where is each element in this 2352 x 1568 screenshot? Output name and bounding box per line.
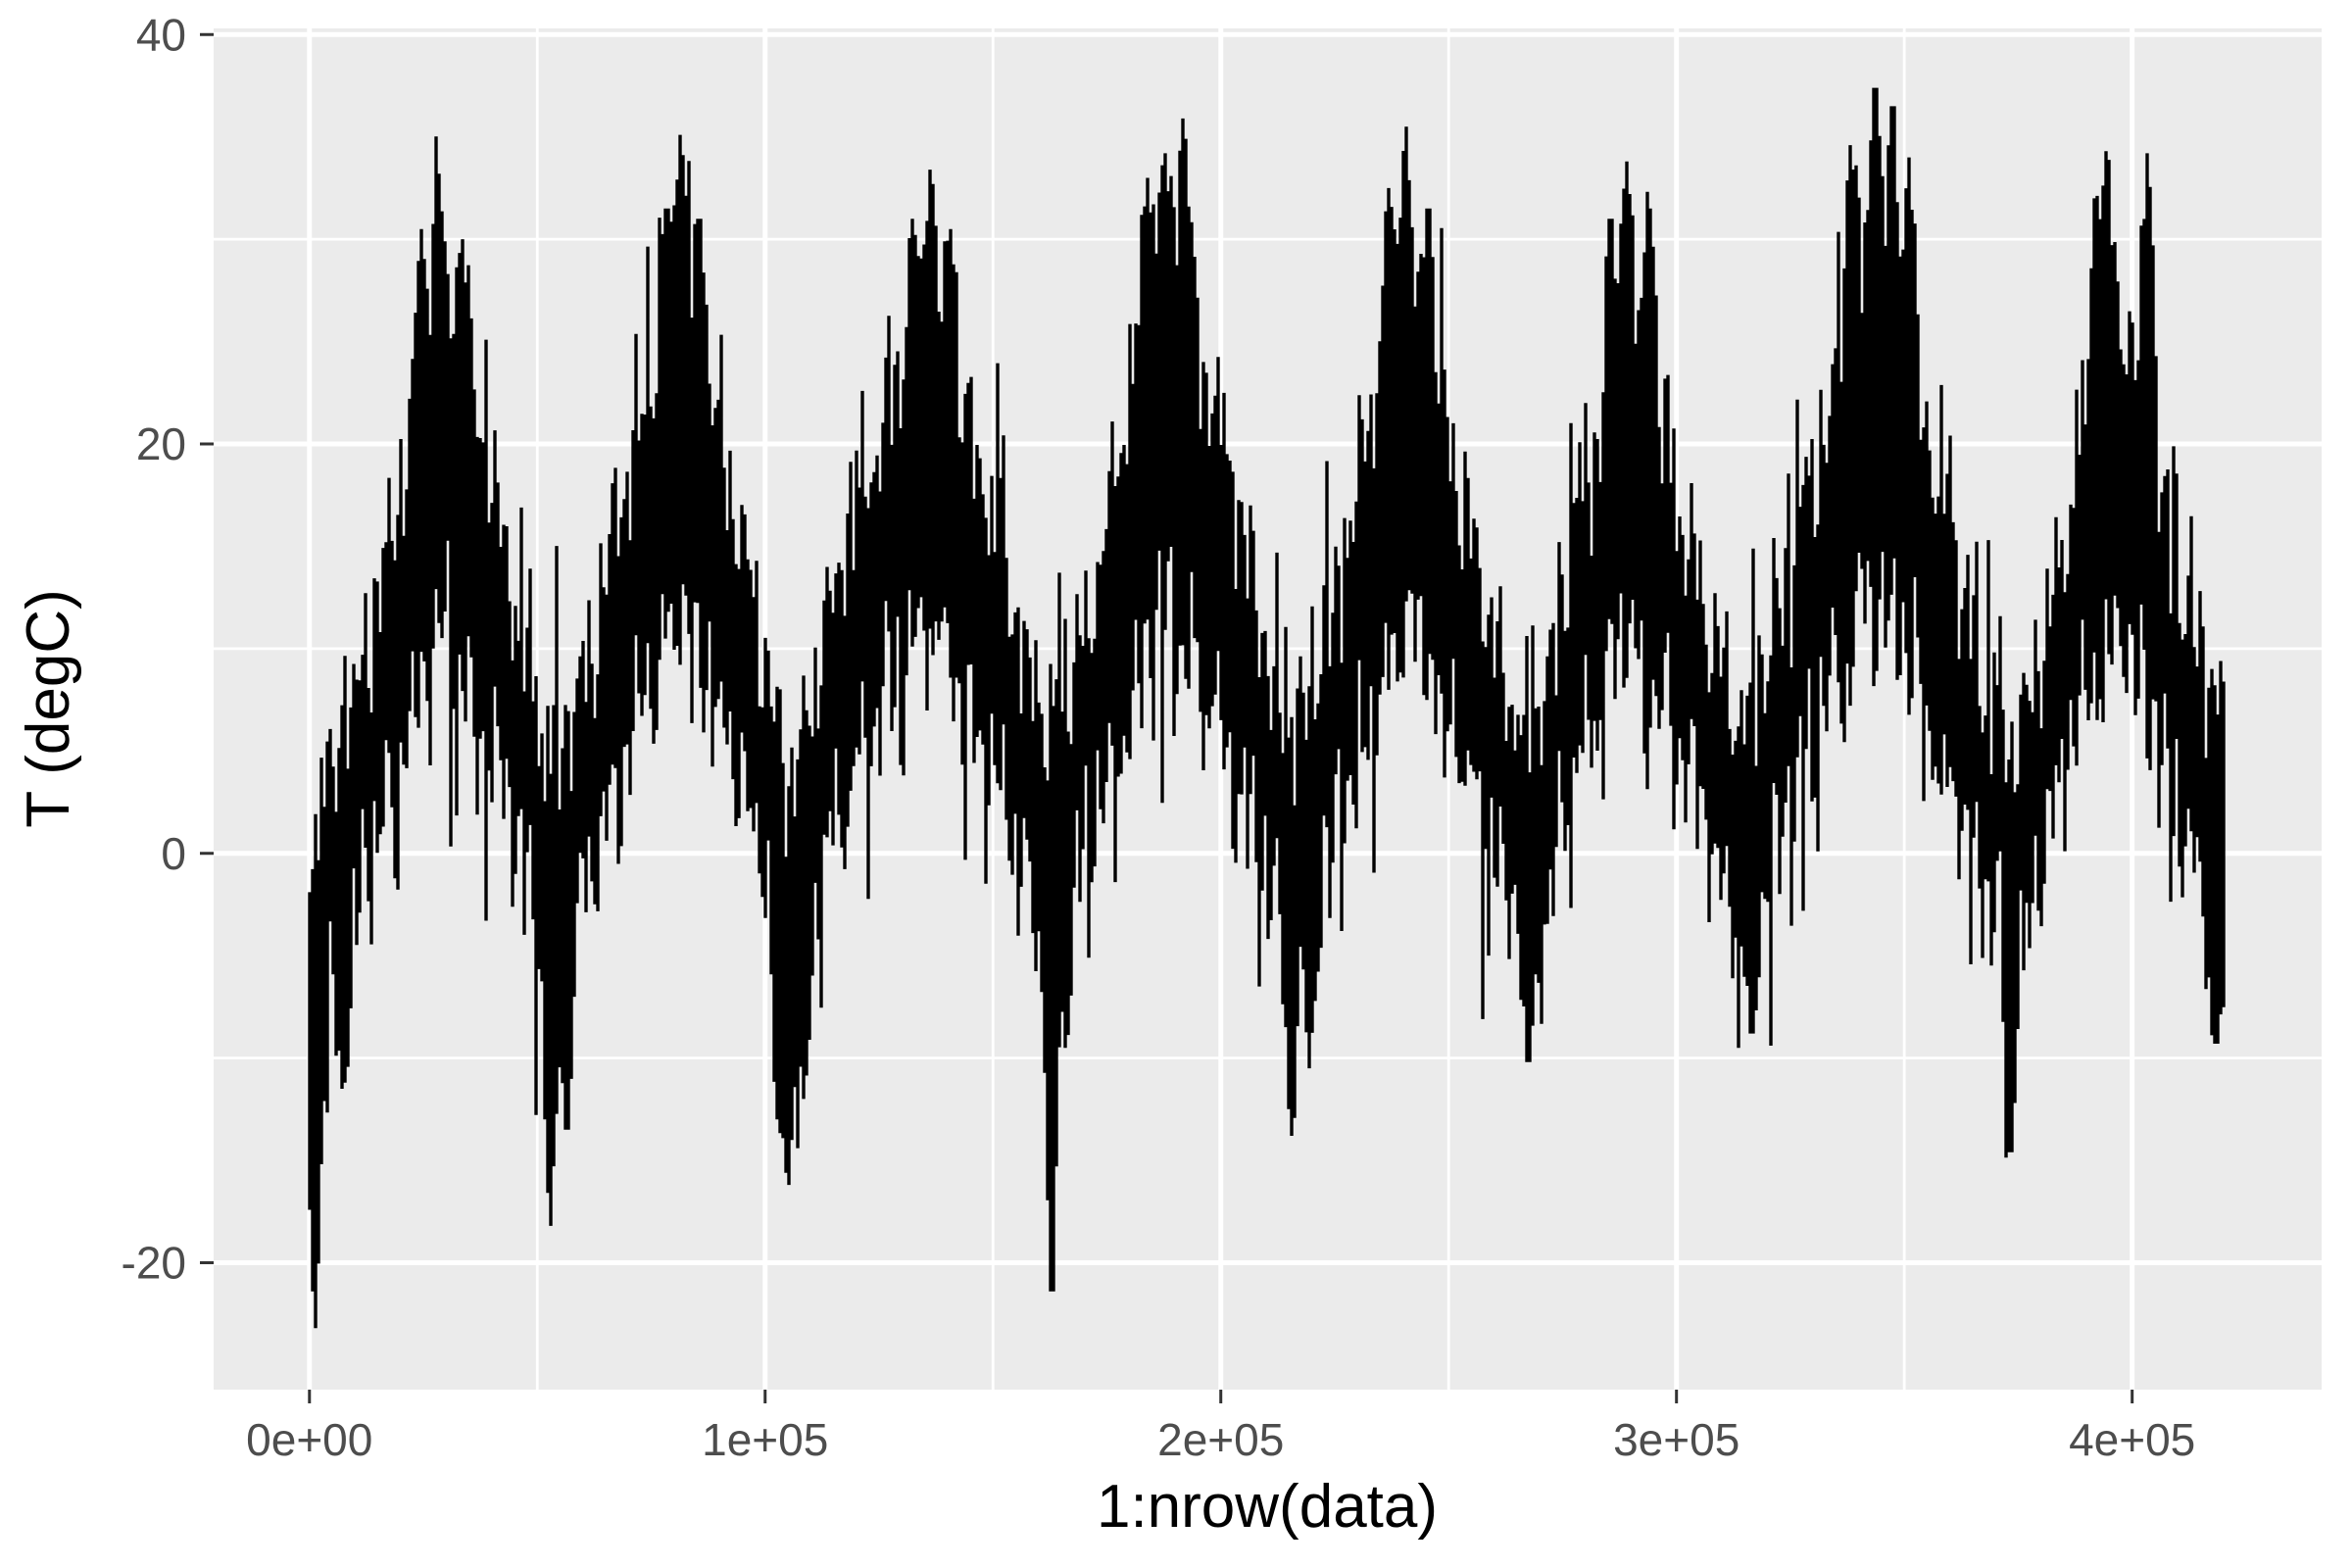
x-tick-label: 1e+05	[702, 1414, 828, 1465]
y-axis-title: T (degC)	[15, 589, 82, 828]
temperature-series-line	[308, 87, 2226, 1329]
x-axis-tick-labels: 0e+00 1e+05 2e+05 3e+05 4e+05	[246, 1414, 2195, 1465]
y-tick-label: 40	[136, 9, 186, 60]
temperature-line-path	[308, 87, 2226, 1329]
x-tick-label: 0e+00	[246, 1414, 372, 1465]
x-axis-title: 1:nrow(data)	[1097, 1473, 1438, 1541]
y-tick-label: 20	[136, 418, 186, 469]
x-tick-label: 4e+05	[2069, 1414, 2195, 1465]
y-tick-label: 0	[161, 828, 186, 879]
y-tick-label: -20	[122, 1237, 186, 1288]
x-tick-label: 2e+05	[1157, 1414, 1284, 1465]
axis-tick-marks	[200, 32, 2134, 1403]
x-tick-label: 3e+05	[1613, 1414, 1740, 1465]
y-axis-tick-labels: -20 0 20 40	[122, 9, 186, 1288]
